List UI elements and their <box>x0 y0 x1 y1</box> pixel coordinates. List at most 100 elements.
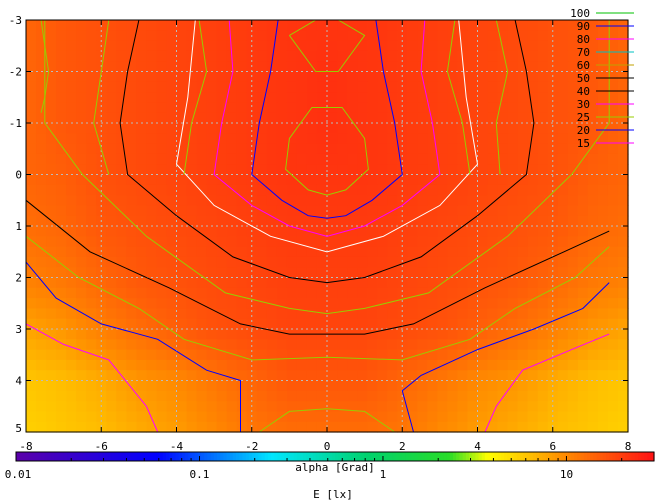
heatmap-cell <box>357 40 368 52</box>
heatmap-cell <box>577 256 589 268</box>
heatmap-cell <box>347 411 358 423</box>
heatmap-cell <box>236 184 248 196</box>
heatmap-cell <box>487 20 499 31</box>
heatmap-cell <box>146 143 158 155</box>
heatmap-cell <box>26 71 37 83</box>
heatmap-cell <box>517 81 529 93</box>
heatmap-cell <box>367 246 378 258</box>
heatmap-cell <box>56 298 67 309</box>
heatmap-cell <box>447 102 459 114</box>
heatmap-cell <box>196 370 208 382</box>
heatmap-cell <box>116 380 127 392</box>
heatmap-cell <box>46 421 57 433</box>
heatmap-cell <box>377 112 388 124</box>
colorbar-cell <box>248 452 253 461</box>
heatmap-cell <box>487 308 499 320</box>
heatmap-cell <box>96 102 107 114</box>
heatmap-cell <box>296 308 308 320</box>
heatmap-cell <box>286 153 298 165</box>
heatmap-cell <box>226 184 238 196</box>
heatmap-cell <box>256 380 268 392</box>
heatmap-cell <box>457 30 469 42</box>
colorbar-cell <box>347 452 352 461</box>
heatmap-cell <box>276 61 288 73</box>
contour-line-25 <box>446 19 471 175</box>
heatmap-cell <box>66 184 77 196</box>
heatmap-cell <box>136 298 147 309</box>
heatmap-cell <box>156 40 168 52</box>
colorbar-cell <box>111 452 116 461</box>
heatmap-cell <box>246 267 258 279</box>
heatmap-cell <box>377 287 388 299</box>
colorbar-cell <box>587 452 591 461</box>
heatmap-cell <box>116 30 127 42</box>
heatmap-cell <box>286 30 298 42</box>
heatmap-cell <box>427 267 438 279</box>
heatmap-cell <box>216 50 228 62</box>
heatmap-cell <box>347 184 358 196</box>
heatmap-cell <box>86 184 97 196</box>
heatmap-cell <box>186 164 198 176</box>
heatmap-cell <box>347 92 358 103</box>
heatmap-cell <box>557 215 569 227</box>
heatmap-cell <box>306 380 318 392</box>
heatmap-cell <box>577 370 589 382</box>
heatmap-cell <box>567 277 579 289</box>
heatmap-cell <box>347 318 358 330</box>
heatmap-cell <box>597 50 609 62</box>
colorbar-cell <box>494 452 499 461</box>
heatmap-cell <box>256 61 268 73</box>
heatmap-cell <box>427 184 438 196</box>
heatmap-cell <box>417 308 428 320</box>
colorbar-cell <box>583 452 588 461</box>
heatmap-cell <box>447 287 459 299</box>
heatmap-cell <box>327 390 338 402</box>
legend-label: 40 <box>577 85 590 98</box>
heatmap-cell <box>186 153 198 165</box>
heatmap-cell <box>216 256 228 268</box>
heatmap-cell <box>407 370 418 382</box>
heatmap-cell <box>577 308 589 320</box>
heatmap-cell <box>387 143 398 155</box>
heatmap-cell <box>266 123 278 134</box>
heatmap-cell <box>276 246 288 258</box>
heatmap-cell <box>437 287 448 299</box>
heatmap-cell <box>487 40 499 52</box>
heatmap-cell <box>597 329 609 340</box>
heatmap-cell <box>467 359 479 371</box>
heatmap-cell <box>96 81 107 93</box>
heatmap-cell <box>487 339 499 351</box>
heatmap-cell <box>186 370 198 382</box>
heatmap-cell <box>447 153 459 165</box>
heatmap-cell <box>607 236 619 248</box>
heatmap-cell <box>256 50 268 62</box>
heatmap-cell <box>226 277 238 289</box>
colorbar-cell <box>529 452 534 461</box>
y-tick-label: 2 <box>15 272 22 285</box>
heatmap-cell <box>36 349 47 361</box>
heatmap-cell <box>617 339 629 351</box>
heatmap-cell <box>56 318 67 330</box>
heatmap-cell <box>256 102 268 114</box>
heatmap-cell <box>357 339 368 351</box>
heatmap-cell <box>607 184 619 196</box>
heatmap-cell <box>156 277 168 289</box>
heatmap-cell <box>517 298 529 309</box>
heatmap-cell <box>367 298 378 309</box>
heatmap-cell <box>176 380 188 392</box>
heatmap-cell <box>306 30 318 42</box>
colorbar-cell <box>341 452 346 461</box>
heatmap-cell <box>316 380 328 392</box>
heatmap-cell <box>557 205 569 217</box>
heatmap-cell <box>497 287 509 299</box>
heatmap-cell <box>417 421 428 433</box>
heatmap-cell <box>266 71 278 83</box>
colorbar-cell <box>255 452 260 461</box>
heatmap-cell <box>607 401 619 412</box>
heatmap-cell <box>567 61 579 73</box>
heatmap-cell <box>56 174 67 186</box>
heatmap-cell <box>206 411 218 423</box>
heatmap-cell <box>36 287 47 299</box>
heatmap-cell <box>56 359 67 371</box>
heatmap-cell <box>367 153 378 165</box>
